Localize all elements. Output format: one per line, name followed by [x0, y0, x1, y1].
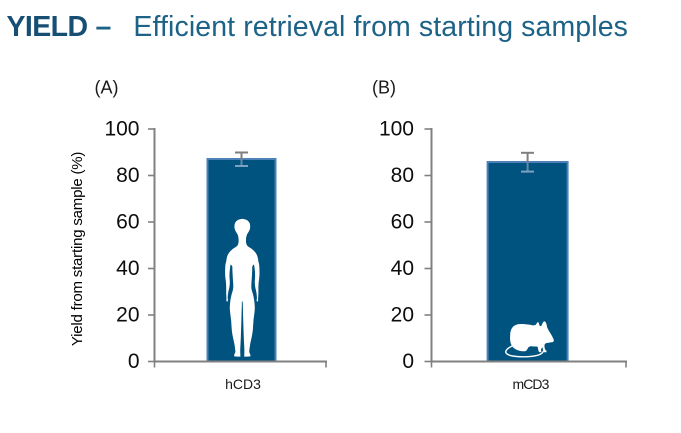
svg-text:hCD3: hCD3: [225, 376, 261, 392]
svg-text:40: 40: [391, 257, 414, 280]
svg-text:100: 100: [104, 118, 139, 141]
svg-text:60: 60: [391, 211, 414, 234]
svg-text:0: 0: [128, 350, 140, 373]
svg-text:20: 20: [116, 304, 139, 327]
svg-text:YIELD –Efficient retrieval fro: YIELD – Efficient retrieval from starting…: [7, 11, 629, 43]
svg-text:(B): (B): [372, 78, 396, 98]
svg-text:40: 40: [116, 257, 139, 280]
svg-text:20: 20: [391, 304, 414, 327]
svg-text:0: 0: [402, 350, 414, 373]
svg-text:Yield from starting sample (%): Yield from starting sample (%): [69, 152, 86, 347]
svg-text:80: 80: [116, 164, 139, 187]
svg-text:(A): (A): [95, 78, 119, 98]
svg-text:mCD3: mCD3: [512, 376, 549, 392]
svg-text:60: 60: [116, 211, 139, 234]
svg-text:80: 80: [391, 164, 414, 187]
svg-text:100: 100: [379, 118, 414, 141]
